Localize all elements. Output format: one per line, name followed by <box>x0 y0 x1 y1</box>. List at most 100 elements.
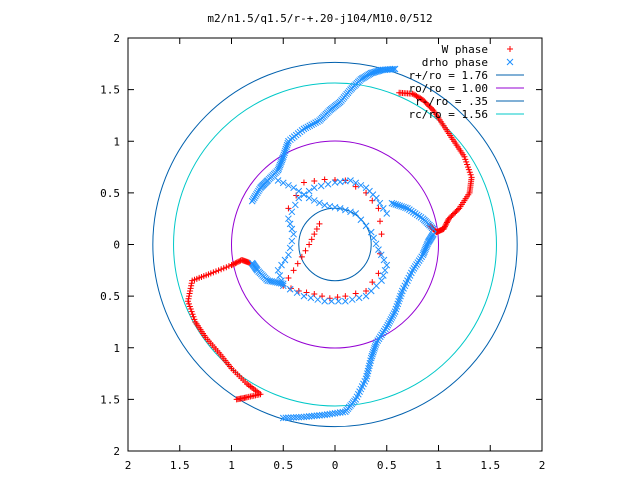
w-point <box>451 210 458 217</box>
w-point <box>311 291 318 298</box>
drho-point <box>290 414 297 421</box>
drho-point <box>295 413 303 421</box>
drho-point <box>291 201 299 209</box>
w-point <box>453 207 460 214</box>
y-tick-label: 0.5 <box>100 290 120 303</box>
w-point <box>375 270 382 277</box>
drho-point <box>376 199 384 207</box>
w-point <box>210 269 217 276</box>
w-point <box>463 158 470 165</box>
drho-point <box>352 210 360 217</box>
w-point <box>191 316 198 323</box>
w-point <box>207 270 214 277</box>
w-point <box>236 258 243 265</box>
drho-point <box>288 208 296 216</box>
drho-point <box>328 297 335 305</box>
drho-point <box>347 208 354 216</box>
reference-circles <box>152 61 518 428</box>
w-point <box>232 260 239 267</box>
w-point <box>378 231 385 238</box>
w-point <box>421 98 428 105</box>
drho-point <box>380 256 388 264</box>
legend-label: r+/ro = 1.76 <box>409 69 488 82</box>
legend-label: r-/ro = .35 <box>415 95 488 108</box>
drho-point <box>357 181 365 189</box>
w-point <box>369 279 376 286</box>
drho-point <box>363 372 371 380</box>
w-point <box>298 253 305 260</box>
drho-point <box>324 180 332 188</box>
drho-point <box>367 287 375 295</box>
drho-point <box>371 345 378 352</box>
drho-point <box>355 294 363 302</box>
drho-point <box>279 179 287 187</box>
y-tick-label: 1.5 <box>100 84 120 97</box>
y-tick-label: 1 <box>113 342 120 355</box>
drho-point <box>288 225 296 233</box>
w-point <box>223 264 230 271</box>
drho-point <box>381 266 389 274</box>
x-tick-label: 0.5 <box>377 459 397 472</box>
drho-point <box>384 321 392 329</box>
drho-point <box>310 184 318 192</box>
drho-point <box>367 357 374 365</box>
w-point <box>187 285 194 292</box>
axis-ticks: 2 1.5 1 0.5 0 0.5 1 1.5 221.510.500.511.52 <box>100 32 545 472</box>
drho-point <box>370 346 378 354</box>
drho-point <box>370 234 377 242</box>
drho-point <box>276 272 284 279</box>
w-point <box>452 209 459 216</box>
w-point <box>423 100 430 107</box>
drho-point <box>388 199 396 207</box>
x-tick-label: 1 <box>228 459 235 472</box>
legend-label: rc/ro = 1.56 <box>409 108 488 121</box>
drho-point <box>367 228 375 236</box>
drho-point <box>295 194 303 202</box>
w-point <box>321 176 328 183</box>
drho-point <box>362 292 370 300</box>
drho-point <box>307 294 315 302</box>
drho-point <box>300 191 308 198</box>
legend-label: drho phase <box>422 56 488 69</box>
drho-point <box>279 282 287 290</box>
drho-point <box>352 179 360 187</box>
w-point <box>425 102 432 109</box>
drho-point <box>366 359 374 367</box>
drho-point <box>383 261 391 269</box>
drho-point <box>402 204 409 212</box>
drho-point <box>365 365 372 372</box>
drho-point <box>288 237 296 245</box>
w-point <box>186 303 193 310</box>
y-tick-label: 2 <box>113 445 120 458</box>
drho-point <box>282 145 290 153</box>
w-point <box>448 213 455 220</box>
drho-point <box>305 194 313 202</box>
drho-point <box>308 121 316 129</box>
w-phase-points <box>185 89 475 403</box>
drho-phase-points <box>248 65 437 422</box>
drho-point <box>378 277 385 284</box>
drho-point <box>286 285 294 293</box>
y-tick-label: 1 <box>113 135 120 148</box>
drho-point <box>286 244 294 252</box>
drho-point <box>248 197 256 205</box>
w-point <box>185 295 192 302</box>
w-point <box>461 153 468 160</box>
drho-point <box>392 201 400 208</box>
drho-point <box>316 199 323 207</box>
drho-point <box>275 165 283 172</box>
drho-point <box>295 187 303 195</box>
drho-point <box>335 297 342 305</box>
w-point <box>290 267 297 274</box>
w-point <box>375 205 382 212</box>
drho-point <box>326 202 334 210</box>
w-point <box>231 260 238 267</box>
drho-point <box>285 137 292 145</box>
drho-point <box>386 317 394 325</box>
w-point <box>311 231 318 238</box>
legend-label: W phase <box>442 43 488 56</box>
drho-point <box>305 187 313 195</box>
x-tick-label: 2 <box>125 459 132 472</box>
drho-point <box>373 282 380 290</box>
drho-point <box>316 117 323 124</box>
